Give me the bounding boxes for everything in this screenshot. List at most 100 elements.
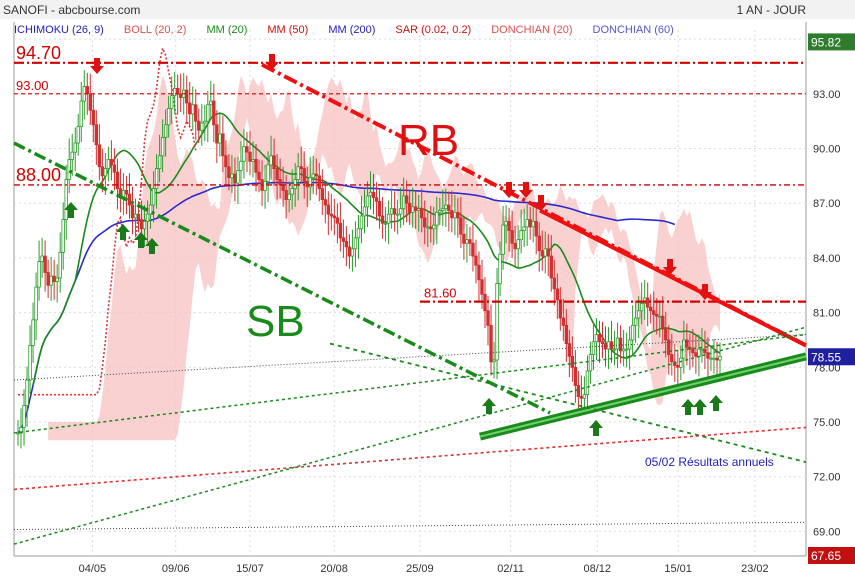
buy-arrow-1 xyxy=(116,224,130,240)
candle-body-225 xyxy=(694,352,698,357)
candle-body-129 xyxy=(404,195,409,204)
candle-body-212 xyxy=(655,314,659,317)
candle-body-14 xyxy=(58,252,62,279)
candle-body-176 xyxy=(546,248,550,257)
candle-body-111 xyxy=(350,248,355,257)
candle-body-190 xyxy=(588,354,593,372)
candle-body-134 xyxy=(420,208,424,219)
buy-arrow-5 xyxy=(589,420,603,436)
sell-arrow-3 xyxy=(519,182,533,198)
candle-body-86 xyxy=(275,168,279,180)
candle-body-220 xyxy=(679,357,683,368)
candle-body-150 xyxy=(468,239,472,244)
candle-body-110 xyxy=(347,246,352,257)
candle-body-71 xyxy=(230,173,234,179)
xtick-label-6: 08/12 xyxy=(584,563,612,575)
candle-body-223 xyxy=(688,346,692,350)
candle-body-75 xyxy=(242,146,246,162)
candle-body-126 xyxy=(395,213,400,216)
candle-body-49 xyxy=(163,124,168,138)
xtick-label-7: 15/01 xyxy=(664,563,692,575)
candle-body-152 xyxy=(474,255,478,266)
candle-body-118 xyxy=(371,191,376,199)
candle-body-159 xyxy=(495,283,499,361)
candle-body-82 xyxy=(263,180,267,191)
candle-body-135 xyxy=(423,217,427,228)
candle-body-62 xyxy=(203,120,207,124)
candle-body-103 xyxy=(326,204,331,215)
candle-body-59 xyxy=(194,104,198,122)
candle-body-32 xyxy=(112,164,117,173)
candle-body-219 xyxy=(676,365,680,368)
candle-body-65 xyxy=(212,100,216,126)
buy-arrow-3 xyxy=(145,238,159,254)
candle-body-210 xyxy=(649,306,653,312)
candle-body-173 xyxy=(537,235,541,252)
candle-body-145 xyxy=(453,211,457,219)
legend-item-7: DONCHIAN (60) xyxy=(593,24,674,36)
sell-arrow-6 xyxy=(698,284,712,300)
legend-item-2: MM (20) xyxy=(206,24,247,36)
candle-body-123 xyxy=(386,213,391,224)
candle-body-108 xyxy=(341,237,346,242)
candle-body-122 xyxy=(383,222,388,225)
xtick-label-5: 02/11 xyxy=(497,563,524,575)
candle-body-112 xyxy=(353,237,358,250)
candle-body-109 xyxy=(344,241,349,248)
candle-body-183 xyxy=(567,343,572,357)
candle-body-24 xyxy=(88,93,93,111)
candle-body-127 xyxy=(398,208,403,215)
badge-low-bg xyxy=(808,547,855,564)
level-label-3: 81.60 xyxy=(424,286,457,301)
candle-body-47 xyxy=(157,155,162,169)
candle-body-52 xyxy=(172,87,177,97)
candle-body-18 xyxy=(70,151,74,160)
ma200-line xyxy=(17,181,676,434)
candle-body-139 xyxy=(435,211,439,226)
candle-body-113 xyxy=(356,228,361,239)
candle-body-48 xyxy=(160,137,165,157)
legend-item-1: BOLL (20, 2) xyxy=(124,24,187,36)
annotation-sb: SB xyxy=(246,297,305,346)
candle-body-209 xyxy=(645,297,650,308)
xtick-label-0: 04/05 xyxy=(79,563,107,575)
candle-body-89 xyxy=(284,190,288,200)
candle-body-180 xyxy=(558,299,563,319)
candle-body-232 xyxy=(715,357,719,361)
candle-body-221 xyxy=(682,339,686,359)
level-label-1: 93.00 xyxy=(16,78,49,93)
candle-body-10 xyxy=(46,272,50,286)
candle-body-156 xyxy=(486,310,490,326)
candle-body-51 xyxy=(169,95,174,109)
candle-body-88 xyxy=(281,184,285,191)
candle-body-84 xyxy=(269,155,273,166)
level-label-2: 88.00 xyxy=(16,165,61,185)
candle-body-5 xyxy=(31,319,35,346)
candle-body-0 xyxy=(16,432,20,435)
header-bar xyxy=(0,0,855,19)
candle-body-211 xyxy=(652,310,656,315)
xtick-label-4: 25/09 xyxy=(406,563,434,575)
candle-body-87 xyxy=(278,179,282,186)
sb-trendline xyxy=(13,141,551,415)
sar-dots xyxy=(18,45,197,396)
candle-body-167 xyxy=(519,230,523,241)
candle-body-226 xyxy=(697,348,701,357)
candle-body-188 xyxy=(582,394,587,399)
candle-body-182 xyxy=(564,324,569,344)
candle-body-216 xyxy=(667,339,671,355)
candle-body-17 xyxy=(67,159,71,180)
black-dotted-upper xyxy=(13,333,807,381)
sell-arrow-1 xyxy=(265,54,279,70)
legend-item-6: DONCHIAN (20) xyxy=(491,24,572,36)
candle-body-166 xyxy=(516,239,520,250)
candle-body-179 xyxy=(555,288,560,301)
candle-body-77 xyxy=(248,151,252,162)
ytick-label-5: 84.00 xyxy=(813,253,841,265)
candle-body-98 xyxy=(311,173,315,179)
candle-body-39 xyxy=(133,213,138,219)
candle-body-33 xyxy=(115,171,120,190)
ytick-label-6: 87.00 xyxy=(813,198,841,210)
candle-body-228 xyxy=(703,348,707,354)
candle-body-164 xyxy=(510,230,514,244)
